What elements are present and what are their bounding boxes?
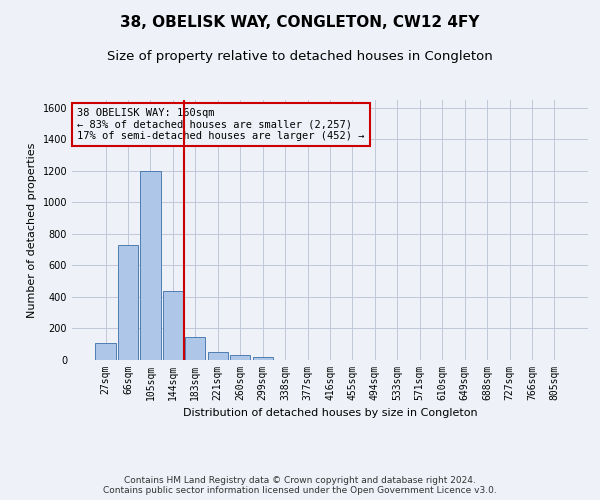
Bar — [118, 245, 138, 360]
Bar — [163, 292, 183, 360]
Bar — [140, 171, 161, 360]
Bar — [208, 352, 228, 360]
Bar — [185, 337, 205, 360]
X-axis label: Distribution of detached houses by size in Congleton: Distribution of detached houses by size … — [182, 408, 478, 418]
Text: Contains HM Land Registry data © Crown copyright and database right 2024.
Contai: Contains HM Land Registry data © Crown c… — [103, 476, 497, 495]
Text: 38 OBELISK WAY: 160sqm
← 83% of detached houses are smaller (2,257)
17% of semi-: 38 OBELISK WAY: 160sqm ← 83% of detached… — [77, 108, 365, 141]
Bar — [230, 356, 250, 360]
Text: Size of property relative to detached houses in Congleton: Size of property relative to detached ho… — [107, 50, 493, 63]
Y-axis label: Number of detached properties: Number of detached properties — [27, 142, 37, 318]
Text: 38, OBELISK WAY, CONGLETON, CW12 4FY: 38, OBELISK WAY, CONGLETON, CW12 4FY — [120, 15, 480, 30]
Bar — [95, 344, 116, 360]
Bar — [253, 357, 273, 360]
